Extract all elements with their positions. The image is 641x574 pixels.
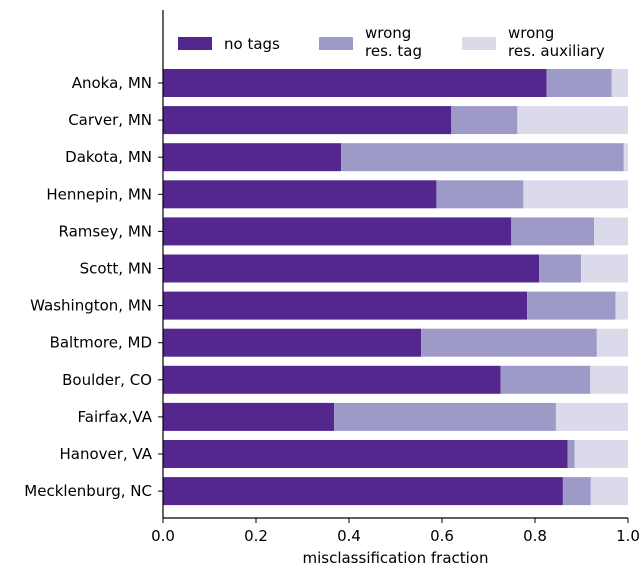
bar-hanover-va-series-2 [567,440,575,468]
bar-carver-mn-series-2 [451,106,518,135]
bar-mecklenburg-nc-series-3 [590,477,628,506]
bar-fairfax-va-series-3 [555,402,628,431]
legend-label-2: wrong res. tag [365,24,422,60]
y-tick-label: Fairfax,VA [78,408,153,426]
x-tick-label: 0.6 [430,527,454,545]
y-tick-label: Washington, MN [30,297,152,315]
x-axis-label: misclassification fraction [302,549,488,567]
bar-dakota-mn-series-3 [623,143,628,172]
bar-dakota-mn-series-1 [163,143,342,172]
x-tick-label: 1.0 [616,527,640,545]
y-tick-label: Carver, MN [68,111,152,129]
bar-fairfax-va-series-1 [163,402,335,431]
x-tick-label: 0.8 [523,527,547,545]
x-tick-label: 0.0 [151,527,175,545]
bar-hennepin-mn-series-3 [523,180,629,209]
bar-hennepin-mn-series-2 [436,180,524,209]
y-tick-label: Mecklenburg, NC [24,482,152,500]
legend-swatch-2 [319,37,353,50]
legend-label-1: no tags [224,35,280,53]
x-axis-ticks: 0.0 0.2 0.4 0.6 0.8 1.0 [151,518,640,545]
bars-layer [163,69,629,506]
y-tick-label: Hennepin, MN [46,185,152,203]
y-tick-label: Dakota, MN [65,148,152,166]
bar-anoka-mn-series-1 [163,69,547,97]
bar-washington-mn-series-1 [163,291,528,320]
y-tick-label: Scott, MN [80,260,152,278]
bar-dakota-mn-series-2 [341,143,624,172]
legend-swatch-3 [462,37,496,50]
bar-washington-mn-series-3 [615,291,628,320]
bar-ramsey-mn-series-3 [594,217,628,246]
bar-carver-mn-series-3 [517,106,628,135]
y-tick-label: Hanover, VA [59,445,152,463]
bar-ramsey-mn-series-1 [163,217,512,246]
legend-label-3: wrong res. auxiliary [508,24,605,60]
bar-boulder-co-series-3 [590,365,628,394]
bar-scott-mn-series-1 [163,254,540,283]
bar-fairfax-va-series-2 [334,402,556,431]
bar-baltmore-md-series-2 [421,328,597,357]
y-tick-label: Ramsey, MN [58,222,152,240]
bar-boulder-co-series-1 [163,365,501,394]
y-tick-label: Anoka, MN [72,74,152,92]
bar-anoka-mn-series-2 [546,69,612,97]
bar-mecklenburg-nc-series-2 [562,477,591,506]
bar-hanover-va-series-1 [163,440,568,468]
bar-hennepin-mn-series-1 [163,180,437,209]
bar-scott-mn-series-3 [581,254,628,283]
bar-scott-mn-series-2 [539,254,582,283]
bar-anoka-mn-series-3 [611,69,628,97]
x-tick-label: 0.4 [337,527,361,545]
legend: no tags wrong res. tag wrong res. auxiliary [178,24,605,60]
y-axis-ticks: Anoka, MN Carver, MN Dakota, MN Hennepin, M… [24,74,163,500]
bar-ramsey-mn-series-2 [511,217,595,246]
x-tick-label: 0.2 [244,527,268,545]
bar-mecklenburg-nc-series-1 [163,477,563,506]
bar-carver-mn-series-1 [163,106,452,135]
y-tick-label: Baltmore, MD [50,334,152,352]
y-tick-label: Boulder, CO [62,371,152,389]
bar-baltmore-md-series-1 [163,328,422,357]
bar-washington-mn-series-2 [527,291,616,320]
bar-boulder-co-series-2 [500,365,591,394]
bar-baltmore-md-series-3 [596,328,628,357]
legend-swatch-1 [178,37,212,50]
bar-hanover-va-series-3 [574,440,628,468]
